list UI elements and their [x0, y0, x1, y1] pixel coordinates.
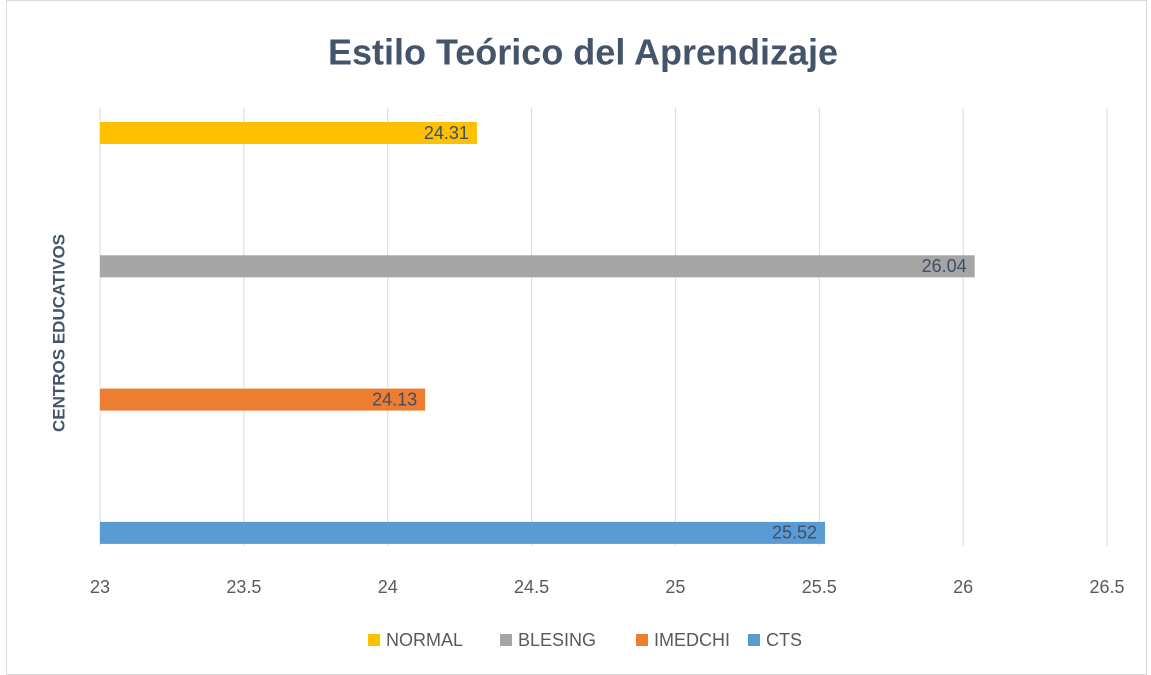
x-tick-label: 26	[953, 577, 973, 597]
y-axis-title: CENTROS EDUCATIVOS	[49, 234, 68, 432]
x-tick-label: 25	[665, 577, 685, 597]
legend-swatch	[636, 634, 648, 646]
bar	[100, 255, 975, 278]
data-label: 24.13	[372, 389, 417, 409]
x-tick-label: 23	[90, 577, 110, 597]
data-label: 26.04	[922, 256, 967, 276]
legend-swatch	[500, 634, 512, 646]
data-label: 24.31	[424, 123, 469, 143]
x-tick-label: 24.5	[514, 577, 549, 597]
legend-label: CTS	[766, 630, 802, 650]
x-tick-label: 25.5	[802, 577, 837, 597]
chart-border	[6, 0, 1147, 675]
legend-label: BLESING	[518, 630, 596, 650]
legend-label: NORMAL	[386, 630, 463, 650]
bar	[100, 122, 477, 144]
data-label: 25.52	[772, 523, 817, 543]
legend-swatch	[748, 634, 760, 646]
bar	[100, 521, 826, 544]
x-tick-label: 23.5	[226, 577, 261, 597]
x-tick-label: 26.5	[1089, 577, 1124, 597]
bar	[100, 388, 426, 411]
x-tick-label: 24	[378, 577, 398, 597]
legend-swatch	[368, 634, 380, 646]
legend-label: IMEDCHI	[654, 630, 730, 650]
chart-title: Estilo Teórico del Aprendizaje	[328, 32, 838, 73]
